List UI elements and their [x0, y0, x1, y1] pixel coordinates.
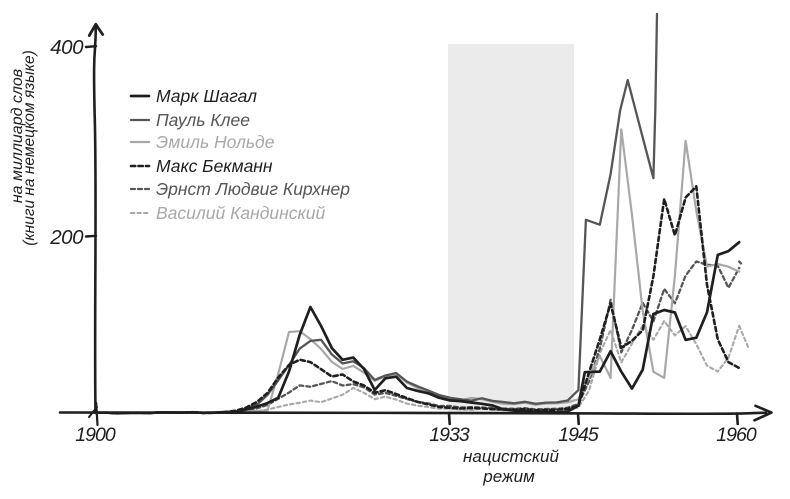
svg-text:(книги на немецком языке): (книги на немецком языке): [21, 50, 38, 246]
svg-text:Марк Шагал: Марк Шагал: [156, 86, 257, 106]
svg-text:200: 200: [49, 226, 84, 249]
svg-text:на миллиард слов: на миллиард слов: [9, 69, 26, 203]
svg-text:1933: 1933: [429, 424, 470, 446]
svg-text:400: 400: [50, 36, 84, 59]
svg-text:Пауль Клее: Пауль Клее: [156, 110, 250, 130]
svg-text:1960: 1960: [716, 424, 757, 446]
svg-text:1900: 1900: [75, 424, 116, 446]
svg-text:нацистский: нацистский: [463, 447, 559, 466]
svg-text:Макс Бекманн: Макс Бекманн: [156, 156, 273, 176]
svg-text:1945: 1945: [558, 424, 599, 446]
svg-text:Эрнст Людвиг Кирхнер: Эрнст Людвиг Кирхнер: [156, 179, 350, 199]
svg-text:режим: режим: [482, 467, 535, 486]
svg-text:Василий Кандинский: Василий Кандинский: [156, 203, 326, 223]
svg-text:Эмиль Нольде: Эмиль Нольде: [156, 132, 275, 152]
